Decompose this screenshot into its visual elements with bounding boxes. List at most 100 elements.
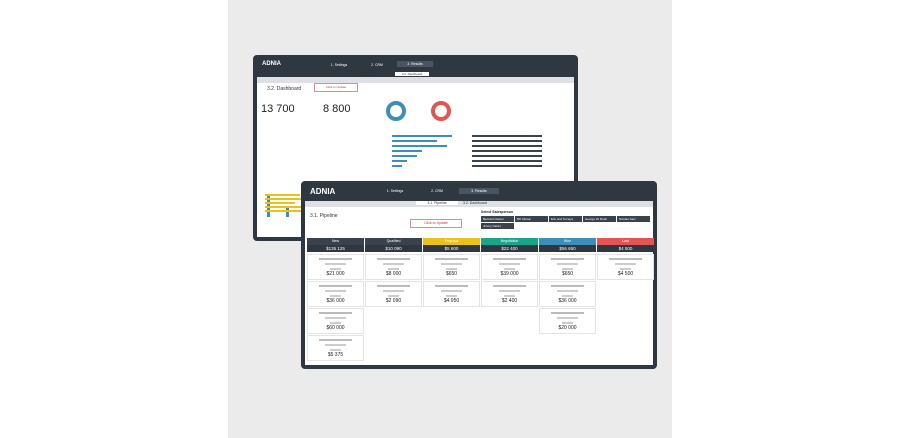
- column-total: $5 600: [423, 245, 480, 252]
- card-amount: $4 950: [443, 298, 460, 304]
- card: [307, 335, 364, 361]
- card-line: [325, 344, 346, 346]
- card-amount: $20 000: [558, 325, 577, 331]
- column-header: Qualified: [365, 238, 422, 245]
- column-total: $135 125: [307, 245, 364, 252]
- card-line: [620, 268, 631, 270]
- kpi: 8 800: [323, 103, 351, 115]
- card: [539, 308, 596, 334]
- column-total: $10 090: [365, 245, 422, 252]
- salesperson-button[interactable]: Eric and Tomays: [549, 216, 582, 222]
- card-amount: $650: [445, 271, 458, 277]
- card-line: [325, 317, 346, 319]
- card-line: [441, 263, 462, 265]
- card-line: [330, 295, 341, 297]
- card-amount: $60 000: [326, 325, 345, 331]
- column-header: Negotiation: [481, 238, 538, 245]
- tab[interactable]: 3. Results: [459, 188, 499, 194]
- card-line: [562, 322, 573, 324]
- card-line: [493, 285, 526, 287]
- column-header: New: [307, 238, 364, 245]
- salesperson-button[interactable]: Bill Clinton: [515, 216, 548, 222]
- subtab[interactable]: 3.2. Dashboard: [463, 201, 487, 205]
- card-line: [377, 258, 410, 260]
- card-line: [330, 322, 341, 324]
- card-line: [330, 349, 341, 351]
- tab[interactable]: 2. CRM: [431, 189, 443, 193]
- card-line: [388, 295, 399, 297]
- card-amount: $21 000: [326, 271, 345, 277]
- card-amount: $36 000: [558, 298, 577, 304]
- subtab[interactable]: 3.2. Dashboard: [395, 72, 429, 76]
- bar-chart: [265, 194, 305, 212]
- salesperson-button[interactable]: George W. Bush: [583, 216, 616, 222]
- front-window: ADNIA 1. Settings 2. CRM 3. Results 3.1.…: [301, 181, 657, 369]
- card-line: [562, 295, 573, 297]
- tab[interactable]: 1. Settings: [386, 189, 404, 193]
- card-line: [551, 258, 584, 260]
- card-line: [499, 290, 520, 292]
- salesperson-button[interactable]: Nicolas Sarc: [617, 216, 650, 222]
- salesperson-button[interactable]: Jimmy Carter: [481, 223, 514, 229]
- card-line: [319, 339, 352, 341]
- card-line: [319, 258, 352, 260]
- card-line: [435, 258, 468, 260]
- column-total: $22 400: [481, 245, 538, 252]
- card-line: [557, 290, 578, 292]
- column-total: $4 500: [597, 245, 654, 252]
- card-line: [319, 285, 352, 287]
- card-amount: $8 000: [385, 271, 402, 277]
- subtab-bar: [305, 201, 653, 207]
- card-amount: $2 090: [385, 298, 402, 304]
- card-line: [557, 263, 578, 265]
- column-total: $56 650: [539, 245, 596, 252]
- card-line: [504, 295, 515, 297]
- logo: ADNIA: [262, 61, 281, 67]
- card-line: [441, 290, 462, 292]
- card-line: [383, 290, 404, 292]
- card-line: [446, 295, 457, 297]
- title: 3.1. Pipeline: [310, 213, 338, 219]
- card-line: [609, 258, 642, 260]
- card-line: [325, 290, 346, 292]
- card-line: [562, 268, 573, 270]
- update-button[interactable]: Click to Update: [314, 83, 358, 92]
- card-line: [557, 317, 578, 319]
- card-line: [499, 263, 520, 265]
- tab[interactable]: 2. CRM: [371, 63, 383, 67]
- card-line: [319, 312, 352, 314]
- subtab[interactable]: 3.1. Pipeline: [358, 73, 375, 77]
- subtab-bar: [257, 77, 574, 83]
- column-header: Proposal: [423, 238, 480, 245]
- bar-chart: [392, 135, 452, 167]
- tab[interactable]: 1. Settings: [330, 63, 348, 67]
- card-line: [551, 312, 584, 314]
- card-line: [446, 268, 457, 270]
- kpi: 13 700: [261, 103, 295, 115]
- front-screen: 3.1. Pipeline 3.2. Dashboard 3.1. Pipeli…: [305, 201, 654, 365]
- logo: ADNIA: [310, 187, 336, 196]
- salesperson-button[interactable]: Bernard Clavier: [481, 216, 514, 222]
- card-amount: $650: [561, 271, 574, 277]
- tab[interactable]: 3. Results: [397, 61, 433, 67]
- card-line: [330, 268, 341, 270]
- card-line: [493, 258, 526, 260]
- title: 3.2. Dashboard: [267, 86, 302, 92]
- card-line: [551, 285, 584, 287]
- card-amount: $4 500: [617, 271, 634, 277]
- card-amount: $2 400: [501, 298, 518, 304]
- card-amount: $36 000: [326, 298, 345, 304]
- card-line: [383, 263, 404, 265]
- select-label: Select Salesperson: [481, 210, 514, 214]
- back-charts: [265, 101, 542, 217]
- update-button[interactable]: Click to Update: [410, 219, 462, 228]
- donut: [431, 101, 451, 121]
- subtab[interactable]: 3.1. Pipeline: [416, 201, 458, 205]
- bar-chart: [472, 135, 542, 167]
- card-line: [388, 268, 399, 270]
- column-header: Lost: [597, 238, 654, 245]
- card-line: [504, 268, 515, 270]
- donut: [386, 101, 406, 121]
- column-header: Won: [539, 238, 596, 245]
